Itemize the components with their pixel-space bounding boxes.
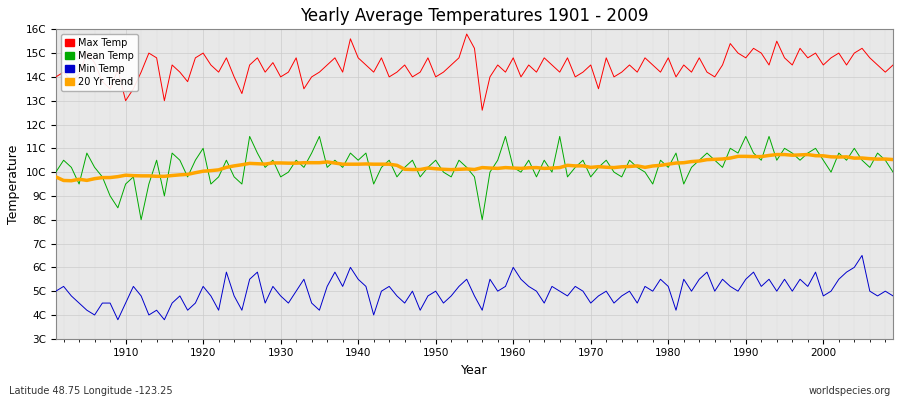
Title: Yearly Average Temperatures 1901 - 2009: Yearly Average Temperatures 1901 - 2009 (301, 7, 649, 25)
Text: Latitude 48.75 Longitude -123.25: Latitude 48.75 Longitude -123.25 (9, 386, 173, 396)
Text: worldspecies.org: worldspecies.org (809, 386, 891, 396)
Y-axis label: Temperature: Temperature (7, 144, 20, 224)
X-axis label: Year: Year (461, 364, 488, 377)
Legend: Max Temp, Mean Temp, Min Temp, 20 Yr Trend: Max Temp, Mean Temp, Min Temp, 20 Yr Tre… (60, 34, 138, 91)
